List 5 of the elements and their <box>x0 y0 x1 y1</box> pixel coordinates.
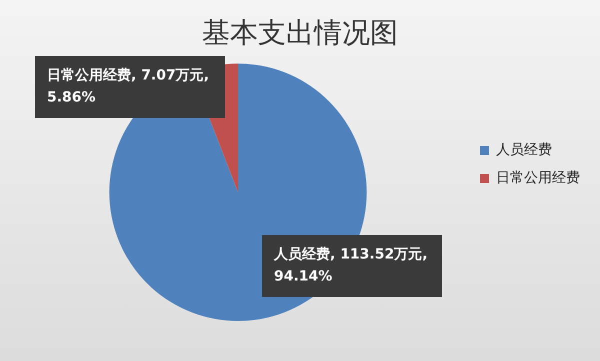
legend-label: 日常公用经费 <box>496 170 580 186</box>
data-label: 日常公用经费, 7.07万元, 5.86% <box>47 68 214 106</box>
data-label: 人员经费, 113.52万元, 94.14% <box>273 246 432 285</box>
legend-label: 人员经费 <box>496 142 552 158</box>
chart-title: 基本支出情况图 <box>202 16 398 50</box>
